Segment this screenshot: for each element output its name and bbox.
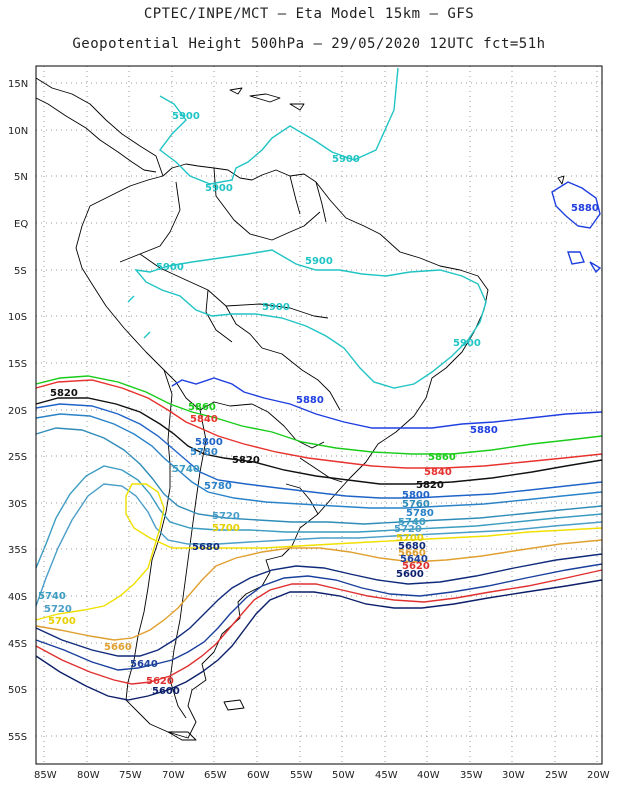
- label-5620: 5620: [146, 676, 174, 687]
- contour-5820: [35, 397, 603, 485]
- label-5600: 5600: [152, 686, 180, 697]
- label-5660: 5660: [104, 642, 132, 653]
- label-5680: 5680: [192, 542, 220, 553]
- title-line-1: CPTEC/INPE/MCT – Eta Model 15km – GFS: [143, 6, 475, 22]
- label-5780: 5780: [190, 447, 218, 458]
- lat-label: 30S: [8, 499, 27, 510]
- lat-label: 5S: [14, 266, 27, 277]
- contour-5660: [35, 553, 603, 657]
- label-5600: 5600: [396, 569, 424, 580]
- label-5720: 5720: [44, 604, 72, 615]
- label-5640: 5640: [400, 554, 428, 565]
- contour-5740: [35, 465, 603, 569]
- contour-5860: [35, 375, 603, 455]
- lat-label: 10N: [8, 126, 28, 137]
- lat-label: 25S: [8, 452, 27, 463]
- contour-5800: [35, 403, 603, 499]
- lon-label: 30W: [502, 770, 525, 781]
- label-5900: 5900: [205, 183, 233, 194]
- lat-label: EQ: [14, 219, 28, 230]
- lon-label: 70W: [162, 770, 185, 781]
- label-5700: 5700: [48, 616, 76, 627]
- latitude-axis: 15N 10N 5N EQ 5S 10S 15S 20S 25S 30S 35S…: [8, 79, 28, 743]
- lat-label: 10S: [8, 312, 27, 323]
- label-5900: 5900: [172, 111, 200, 122]
- label-5880: 5880: [296, 395, 324, 406]
- lon-label: 45W: [375, 770, 398, 781]
- lat-label: 15N: [8, 79, 28, 90]
- lat-label: 35S: [8, 545, 27, 556]
- lat-label: 20S: [8, 406, 27, 417]
- label-5760: 5760: [402, 499, 430, 510]
- contour-5760: [35, 427, 603, 525]
- lon-label: 55W: [290, 770, 313, 781]
- lon-label: 65W: [204, 770, 227, 781]
- lon-label: 20W: [587, 770, 610, 781]
- label-5900: 5900: [332, 154, 360, 165]
- lon-label: 75W: [119, 770, 142, 781]
- label-5780: 5780: [406, 508, 434, 519]
- lat-label: 40S: [8, 592, 27, 603]
- contour-labels: 5900 5900 5900 5900 5900 5900 5900 5880 …: [38, 111, 599, 697]
- lat-label: 15S: [8, 359, 27, 370]
- label-5620: 5620: [402, 561, 430, 572]
- label-5860: 5860: [428, 452, 456, 463]
- contour-5720: [35, 483, 603, 607]
- contour-5880-blob: [551, 181, 602, 274]
- label-5740: 5740: [172, 464, 200, 475]
- lon-label: 35W: [460, 770, 483, 781]
- label-5900: 5900: [453, 338, 481, 349]
- title-line-2: Geopotential Height 500hPa – 29/05/2020 …: [72, 36, 546, 52]
- contour-5880: [171, 377, 603, 429]
- contours: [35, 67, 603, 701]
- label-5880: 5880: [470, 425, 498, 436]
- label-5800: 5800: [195, 437, 223, 448]
- contour-5780: [35, 413, 603, 509]
- contour-5840: [35, 379, 603, 469]
- label-5840: 5840: [190, 414, 218, 425]
- label-5720: 5720: [212, 511, 240, 522]
- label-5880: 5880: [571, 203, 599, 214]
- label-5740: 5740: [398, 517, 426, 528]
- label-5800: 5800: [402, 490, 430, 501]
- contour-5900-north: [159, 67, 399, 185]
- lat-label: 45S: [8, 639, 27, 650]
- contour-5900-west: [127, 295, 151, 339]
- lon-label: 25W: [545, 770, 568, 781]
- label-5900: 5900: [305, 256, 333, 267]
- label-5740: 5740: [38, 591, 66, 602]
- label-5900: 5900: [262, 302, 290, 313]
- lat-label: 5N: [14, 172, 28, 183]
- label-5820: 5820: [232, 455, 260, 466]
- label-5680: 5680: [398, 541, 426, 552]
- contour-5900-south: [134, 249, 487, 389]
- coastlines: [35, 77, 565, 741]
- lon-label: 85W: [34, 770, 57, 781]
- map-frame: [35, 65, 603, 765]
- contour-5700: [35, 483, 603, 621]
- longitude-axis: 85W 80W 75W 70W 65W 60W 55W 50W 45W 40W …: [34, 770, 610, 781]
- lon-label: 80W: [77, 770, 100, 781]
- contour-5640: [35, 563, 603, 671]
- label-5640: 5640: [130, 659, 158, 670]
- lon-label: 50W: [332, 770, 355, 781]
- label-5860: 5860: [188, 402, 216, 413]
- label-5840: 5840: [424, 467, 452, 478]
- label-5700: 5700: [212, 523, 240, 534]
- lon-label: 40W: [417, 770, 440, 781]
- lon-label: 60W: [247, 770, 270, 781]
- contour-5620: [35, 569, 603, 685]
- label-5820: 5820: [50, 388, 78, 399]
- lat-label: 50S: [8, 685, 27, 696]
- label-5900: 5900: [156, 262, 184, 273]
- label-5720: 5720: [394, 524, 422, 535]
- label-5700: 5700: [396, 533, 424, 544]
- lat-label: 55S: [8, 732, 27, 743]
- contour-5680: [35, 539, 603, 641]
- label-5660: 5660: [398, 548, 426, 559]
- contour-5600: [35, 579, 603, 701]
- label-5780: 5780: [204, 481, 232, 492]
- label-5820: 5820: [416, 480, 444, 491]
